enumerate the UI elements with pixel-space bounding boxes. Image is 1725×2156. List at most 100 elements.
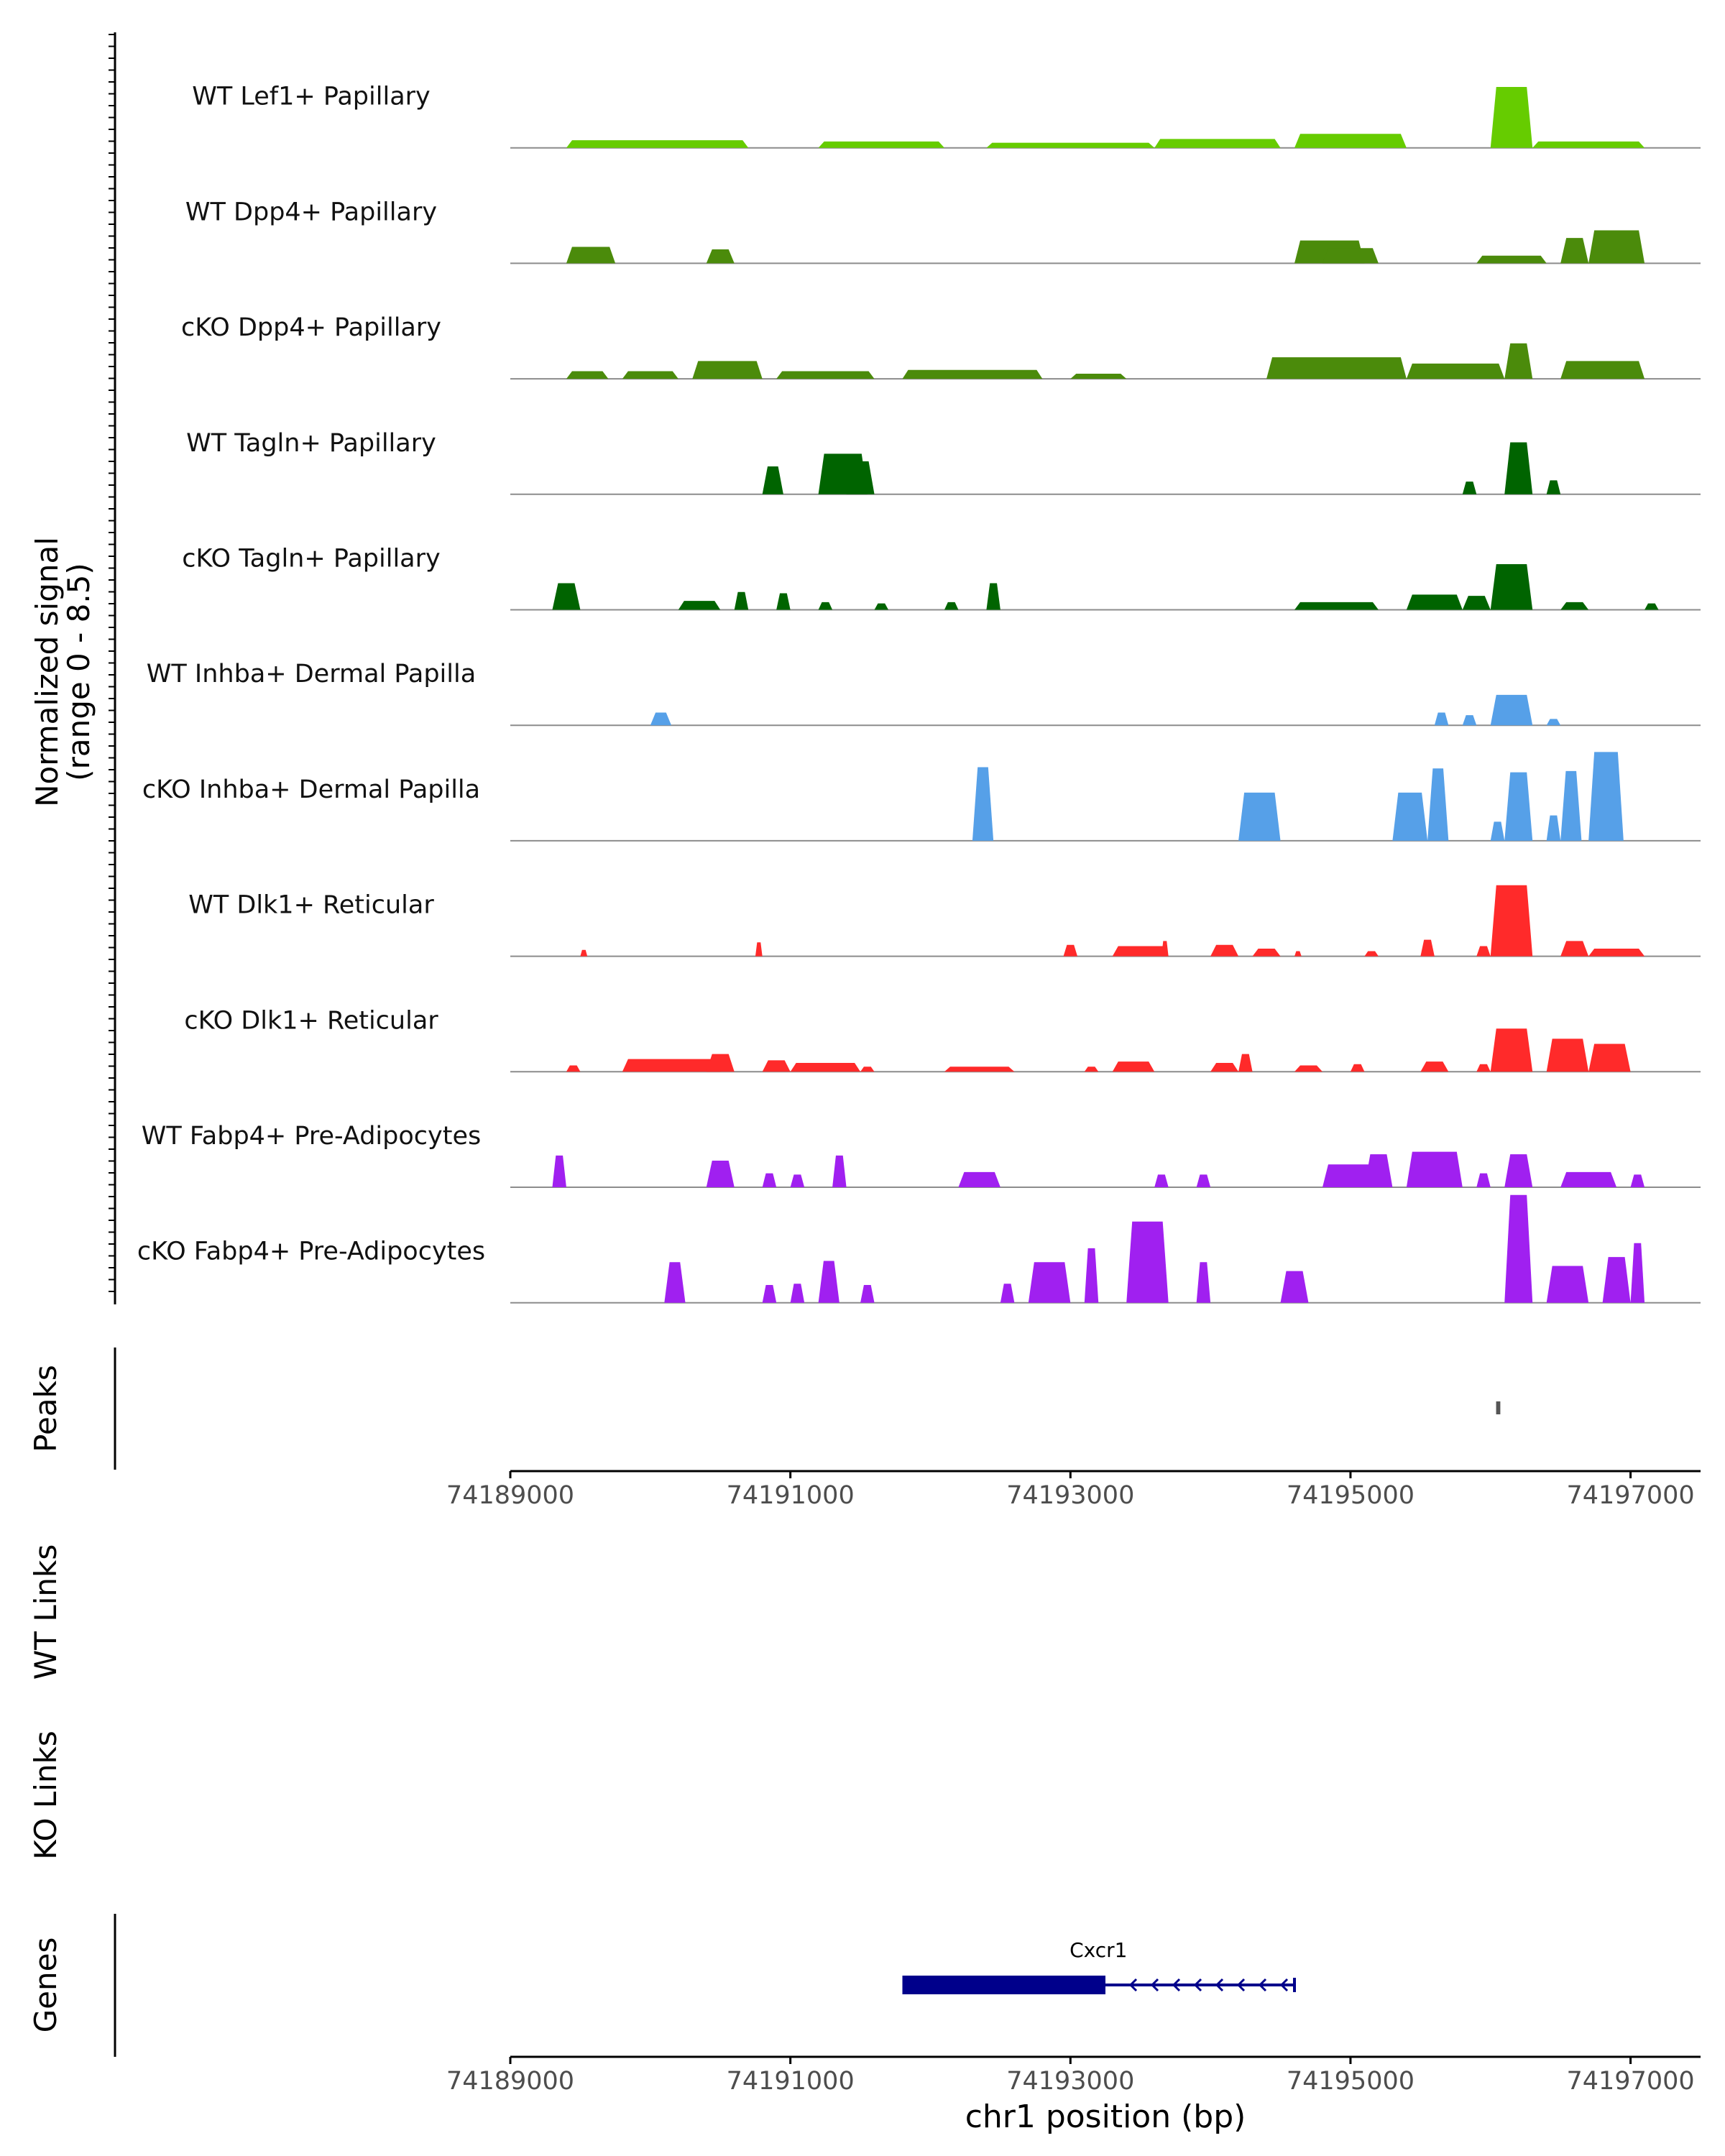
genes-track-label: Genes <box>28 1938 63 2033</box>
coverage-area <box>1560 941 1589 957</box>
coverage-area <box>1490 1028 1533 1072</box>
coverage-area <box>902 369 1043 379</box>
x-axis-tick-label: 74195000 <box>1287 1481 1414 1510</box>
coverage-area <box>678 601 721 610</box>
coverage-area <box>1560 361 1645 379</box>
track-1: WT Lef1+ Papillary <box>192 83 1701 149</box>
coverage-area <box>1238 792 1281 841</box>
coverage-area <box>1294 1065 1322 1072</box>
track-9: cKO Dlk1+ Reticular <box>184 1006 1701 1073</box>
coverage-area <box>1196 1262 1211 1303</box>
coverage-area <box>874 603 889 610</box>
x-axis-top: 74189000 74191000 74193000 74195000 74197000 <box>446 1470 1701 1510</box>
coverage-area <box>692 361 763 379</box>
track-label: WT Dlk1+ Reticular <box>188 891 434 920</box>
coverage-area <box>944 1067 1015 1072</box>
x-axis-tick-label: 74189000 <box>446 2067 574 2096</box>
coverage-area <box>1560 770 1582 841</box>
coverage-area <box>1294 134 1407 148</box>
coverage-area <box>1504 1154 1533 1187</box>
gene-name-label: Cxcr1 <box>1070 1938 1127 1962</box>
coverage-area <box>832 1155 847 1187</box>
coverage-area <box>1154 139 1281 148</box>
coverage-area <box>790 1284 805 1303</box>
coverage-area <box>622 371 678 379</box>
coverage-area <box>1490 821 1505 841</box>
coverage-area <box>1546 719 1561 726</box>
coverage-area <box>1028 1262 1071 1303</box>
gene-strand-arrow <box>1193 1978 1202 1992</box>
x-axis-tick-label: 74197000 <box>1567 1481 1695 1510</box>
coverage-area <box>1490 694 1533 726</box>
gene-strand-arrow <box>1279 1978 1289 1992</box>
coverage-area <box>1630 1243 1645 1303</box>
coverage-area <box>1322 248 1379 264</box>
track-6: WT Inhba+ Dermal Papilla <box>147 660 1701 727</box>
track-label: WT Fabp4+ Pre-Adipocytes <box>142 1122 481 1151</box>
coverage-area <box>706 1054 735 1072</box>
x-axis-tick-label: 74189000 <box>446 1481 574 1510</box>
peaks-track-label: Peaks <box>28 1365 63 1452</box>
coverage-area <box>790 1062 861 1072</box>
gene-strand-arrow <box>1128 1978 1138 1992</box>
coverage-area <box>1490 885 1533 957</box>
track-label: WT Inhba+ Dermal Papilla <box>147 660 476 688</box>
coverage-area <box>1462 482 1477 494</box>
signal-axis-title-1: Normalized signal <box>29 537 65 807</box>
track-label: cKO Inhba+ Dermal Papilla <box>142 775 480 804</box>
coverage-area <box>1476 1064 1491 1072</box>
coverage-area <box>1630 1174 1645 1187</box>
coverage-area <box>1644 603 1659 610</box>
coverage-area <box>1546 1266 1589 1303</box>
gene-strand-arrow <box>1215 1978 1224 1992</box>
coverage-area <box>1406 363 1505 379</box>
track-label: WT Lef1+ Papillary <box>192 83 431 111</box>
coverage-area <box>790 1174 805 1187</box>
coverage-area <box>762 1284 777 1303</box>
coverage-area <box>1504 343 1533 379</box>
coverage-area <box>1364 951 1379 957</box>
track-3: cKO Dpp4+ Papillary <box>181 313 1701 380</box>
coverage-area <box>1322 1164 1379 1187</box>
coverage-area <box>1434 712 1449 726</box>
coverage-area <box>1294 602 1379 610</box>
coverage-area <box>734 591 749 610</box>
x-axis-tick-label: 74191000 <box>727 2067 855 2096</box>
coverage-area <box>1462 715 1477 726</box>
track-label: WT Dpp4+ Papillary <box>185 198 437 226</box>
coverage-area <box>972 767 994 841</box>
coverage-area <box>818 141 944 148</box>
coverage-area <box>986 583 1000 610</box>
coverage-area <box>566 247 616 264</box>
coverage-area <box>1588 230 1645 264</box>
coverage-area <box>1364 1154 1393 1187</box>
coverage-area <box>818 602 833 610</box>
x-axis-tick-label: 74191000 <box>727 1481 855 1510</box>
peak-mark <box>1496 1401 1501 1414</box>
coverage-area <box>1252 949 1281 957</box>
track-5: cKO Tagln+ Papillary <box>182 545 1701 611</box>
coverage-area <box>1560 238 1589 264</box>
gene-exon-block <box>902 1976 1105 1994</box>
coverage-area <box>1546 480 1561 494</box>
coverage-area <box>1588 752 1624 841</box>
peaks-track <box>1496 1401 1501 1414</box>
coverage-area <box>1350 1064 1365 1072</box>
coverage-area <box>944 602 959 610</box>
coverage-area <box>1392 792 1428 841</box>
x-axis-tick-label: 74193000 <box>1006 1481 1134 1510</box>
x-axis-tick-label: 74195000 <box>1287 2067 1414 2096</box>
coverage-area <box>1266 357 1407 379</box>
track-label: cKO Dlk1+ Reticular <box>184 1006 438 1035</box>
coverage-area <box>1000 1284 1015 1303</box>
track-7: cKO Inhba+ Dermal Papilla <box>142 752 1701 842</box>
coverage-area <box>1560 602 1589 610</box>
coverage-area <box>622 1059 721 1072</box>
x-axis-tick-label: 74193000 <box>1006 2067 1134 2096</box>
coverage-area <box>706 1160 735 1187</box>
coverage-area <box>776 371 875 379</box>
coverage-area <box>1546 1038 1589 1072</box>
coverage-area <box>1476 1173 1491 1187</box>
track-8: WT Dlk1+ Reticular <box>188 885 1701 957</box>
